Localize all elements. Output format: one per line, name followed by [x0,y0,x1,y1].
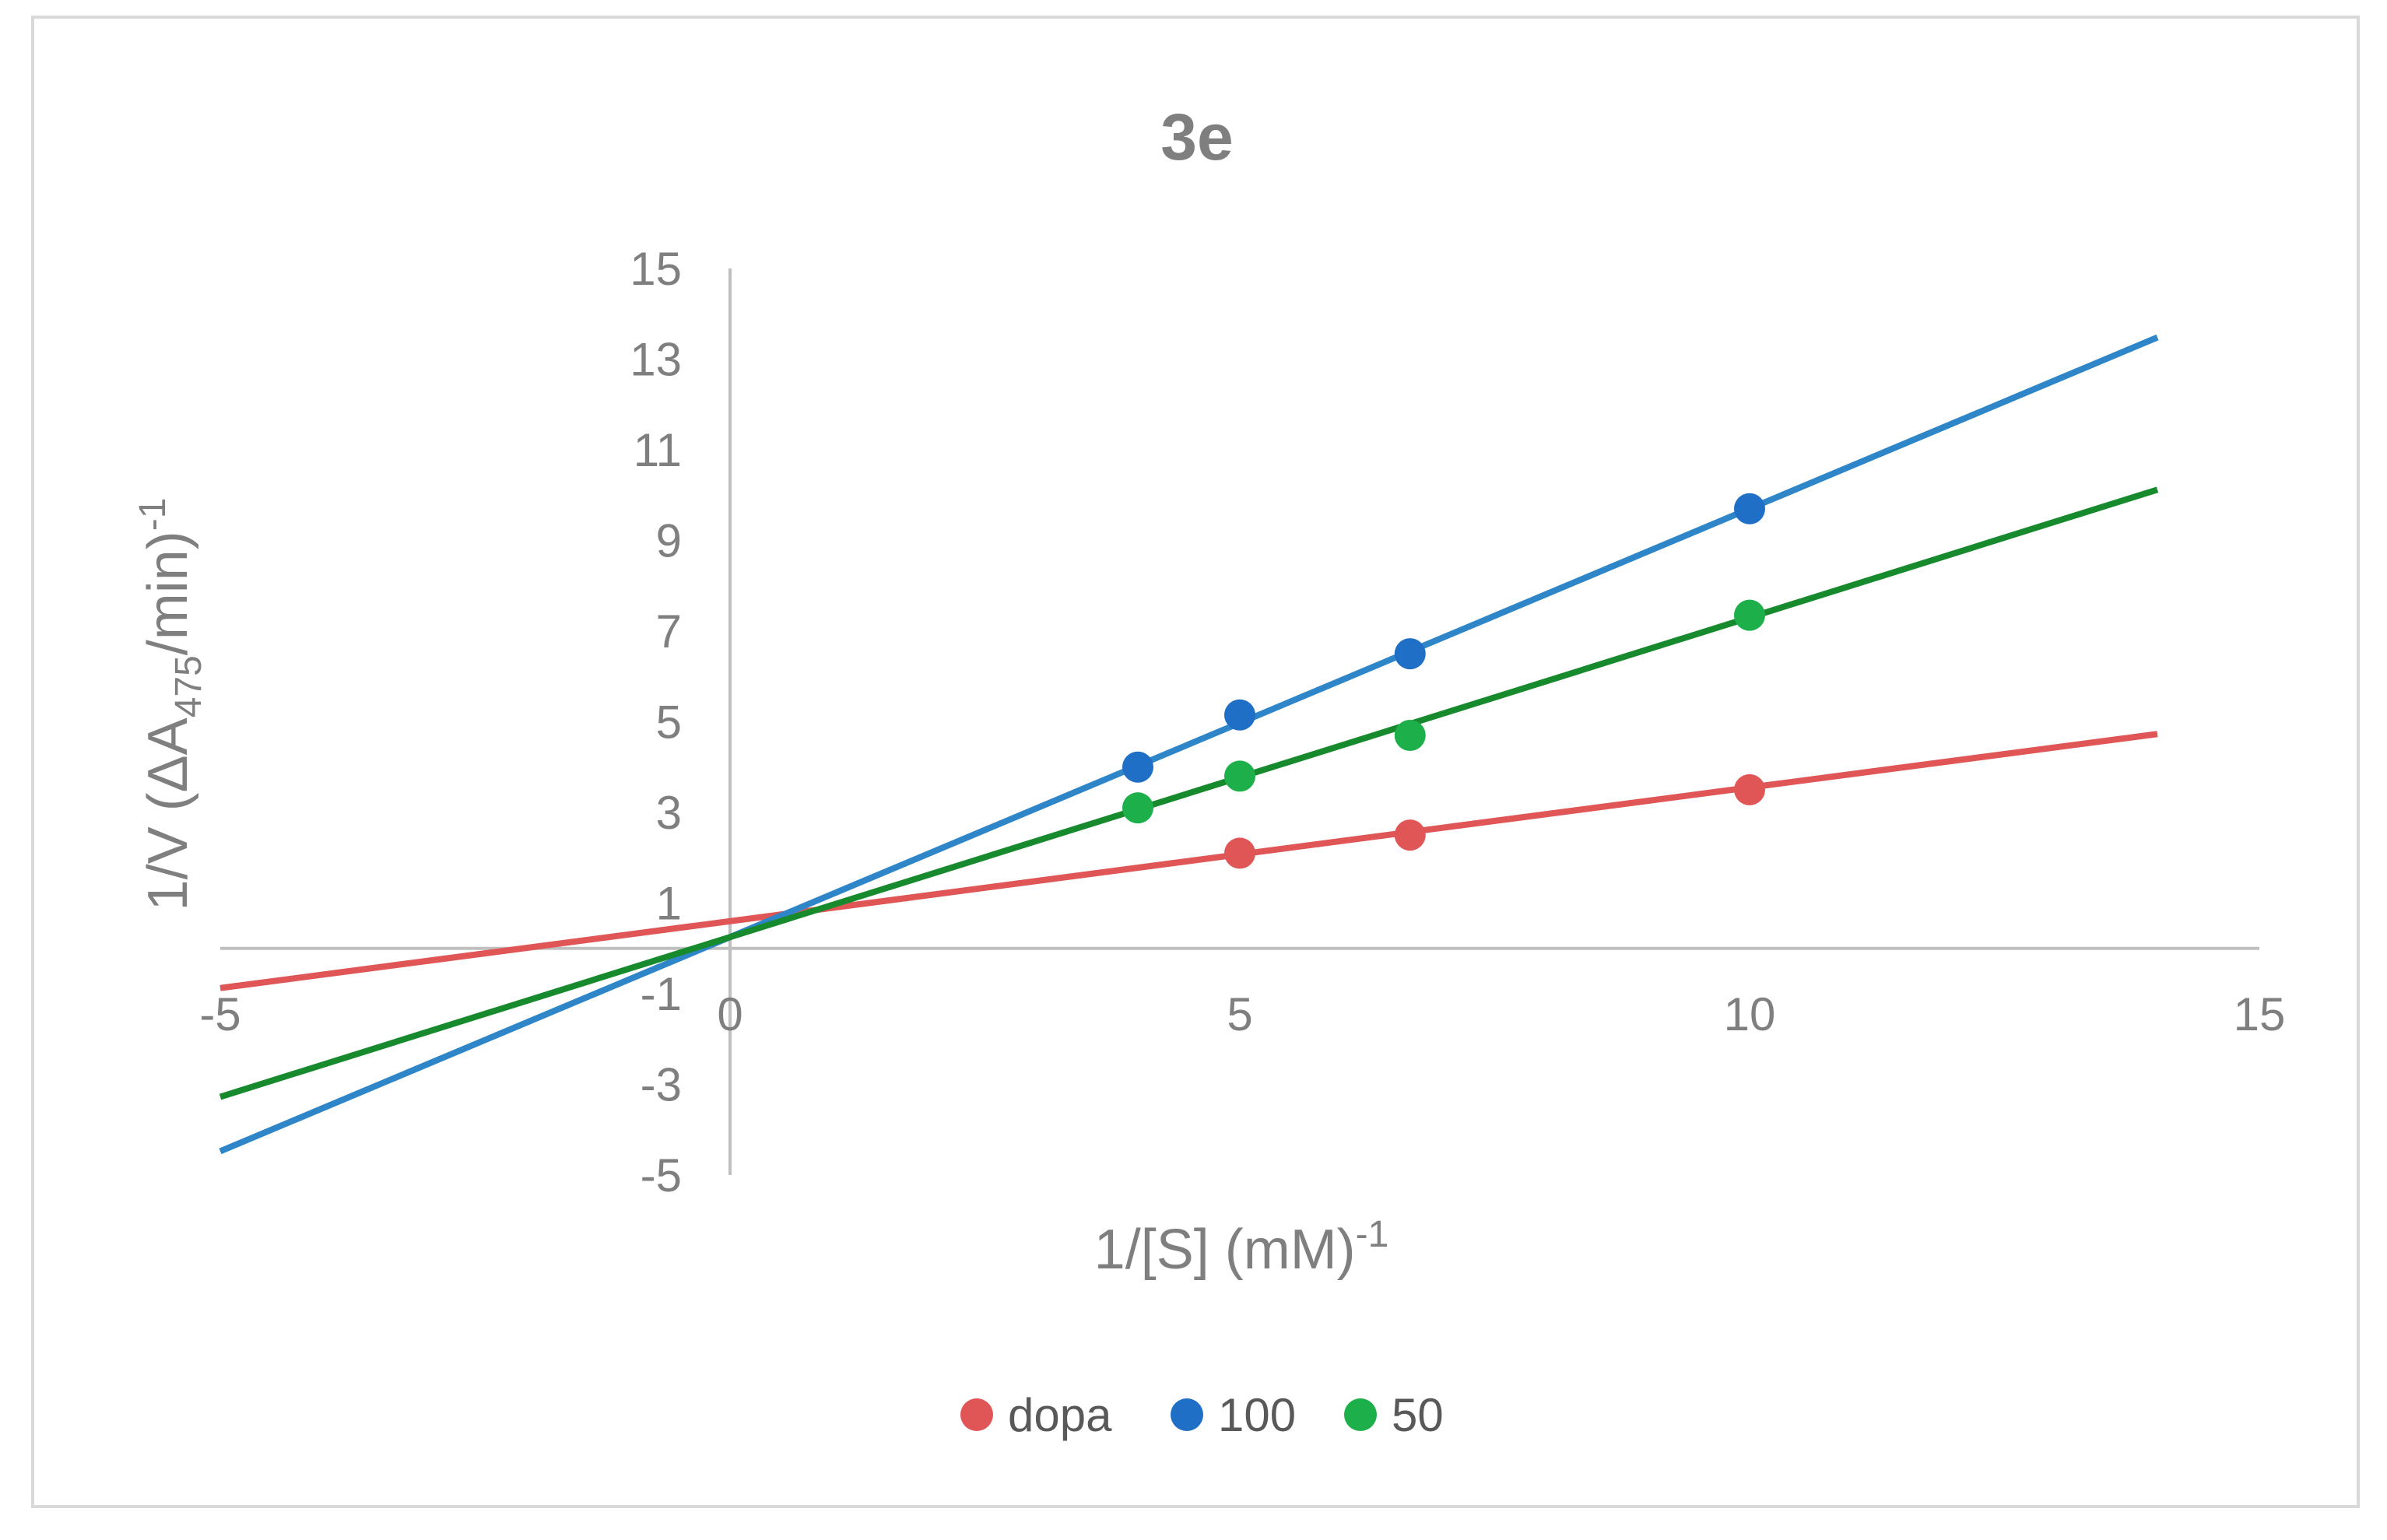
y-tick-label: 9 [656,515,682,567]
point-50 [1122,792,1153,824]
data-points [1122,493,1765,869]
point-100 [1394,638,1426,670]
legend: dopa 100 50 [960,1389,1444,1441]
axes [220,268,2259,1175]
x-tick-label: 10 [1724,988,1776,1040]
legend-marker-100 [1171,1398,1203,1431]
y-tick-label: -1 [641,968,682,1020]
trendline-100 [219,334,2159,1155]
trendline-50 [219,486,2159,1100]
x-tick-label: 0 [717,988,742,1040]
legend-label-100: 100 [1218,1389,1296,1441]
y-tick-label: 7 [656,605,682,658]
y-axis-title: 1/V (ΔA475/min)-1 [132,498,209,911]
trendlines [219,334,2159,1155]
legend-marker-50 [1344,1398,1377,1431]
point-50 [1734,599,1765,631]
legend-label-dopa: dopa [1008,1389,1112,1441]
point-50 [1394,719,1426,751]
y-tick-label: 1 [656,878,682,930]
chart-frame [31,16,2360,1508]
legend-label-50: 50 [1392,1389,1444,1441]
y-tick-label: 5 [656,696,682,749]
legend-marker-dopa [960,1398,993,1431]
trendline-dopa [219,731,2158,991]
y-tick-label: 13 [630,334,682,386]
y-tick-label: -3 [641,1059,682,1111]
point-dopa [1224,837,1255,869]
chart-title: 3e [1160,100,1233,174]
x-tick-label: 5 [1227,988,1252,1040]
y-tick-label: 11 [634,424,682,476]
y-tick-label: -5 [641,1149,682,1201]
point-dopa [1734,774,1765,805]
x-tick-label: 15 [2234,988,2286,1040]
point-100 [1734,493,1765,524]
y-tick-label: 3 [656,787,682,839]
point-100 [1224,699,1255,731]
point-dopa [1394,819,1426,851]
y-tick-label: 15 [630,243,682,295]
point-100 [1122,751,1153,783]
x-tick-label: -5 [199,988,240,1040]
point-50 [1224,760,1255,792]
x-axis-title: 1/[S] (mM)-1 [1094,1214,1389,1281]
